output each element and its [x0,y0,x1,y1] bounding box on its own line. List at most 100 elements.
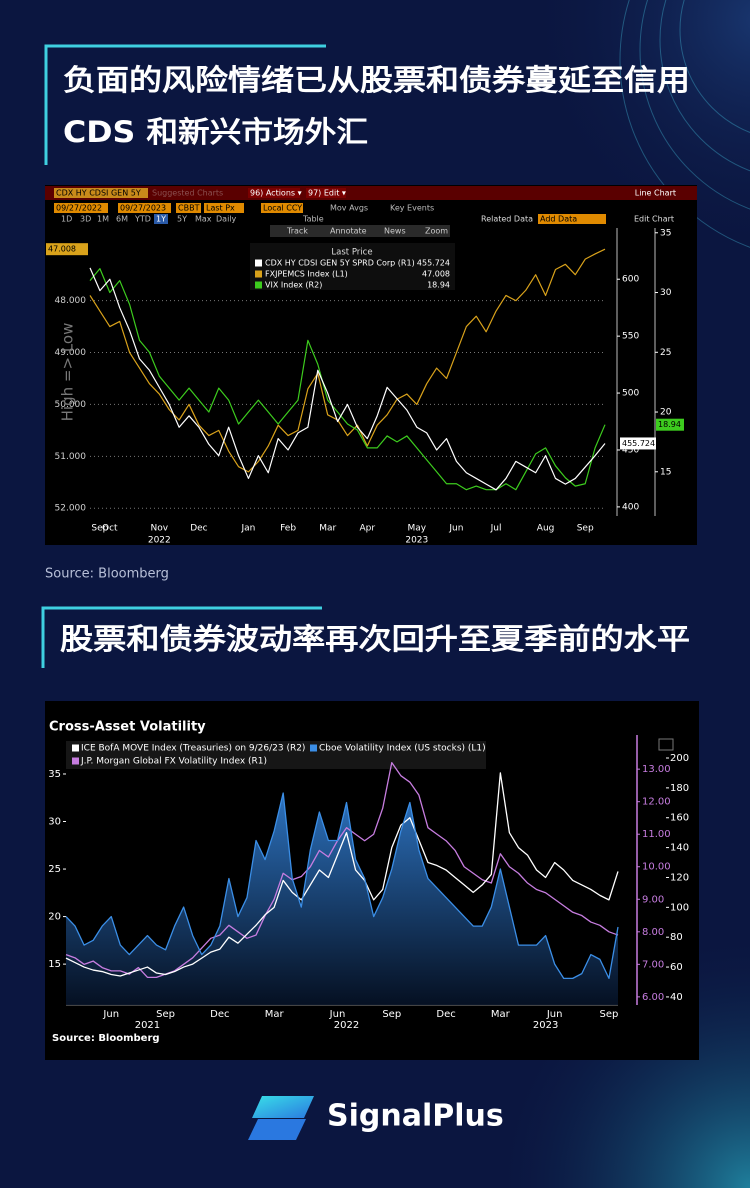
toolbar-item: Zoom [425,227,448,236]
y-tick-label: 500 [622,389,639,399]
x-year-label: 2021 [135,1020,160,1031]
legend-label: VIX Index (R2) [265,281,322,290]
value-tag: 455.724 [622,439,655,448]
legend-value: 18.94 [427,281,450,290]
toolbar-button-bg [154,214,168,224]
x-tick-label: Jun [448,524,463,534]
x-tick-label: Sep [600,1009,619,1020]
x-tick-label: Apr [360,524,376,534]
y-tick-label: 51.000 [55,452,87,462]
line [65,772,619,977]
toolbar-item: CBBT [178,204,200,213]
legend-box [66,741,486,769]
legend-swatch [255,259,262,267]
legend-title: Last Price [331,248,372,258]
y-tick-label: 15 [660,467,671,477]
y-tick-label: 180 [670,783,689,794]
icon [658,738,674,751]
x-year-label: 2022 [334,1020,359,1031]
x-year-label: 2023 [405,536,428,546]
toolbar-item: Line Chart [635,189,676,198]
toolbar-item: Related Data [481,215,533,224]
line [65,792,619,980]
legend-swatch [255,270,262,278]
toolbar-item: 3D [80,215,91,224]
source: Source: Bloomberg [45,567,169,582]
legend-swatch [72,757,79,765]
legend-swatch [72,744,79,752]
x-tick-label: Jun [102,1009,119,1020]
y-tick-label: 20 [48,912,61,923]
value-tag: 47.008 [48,245,76,254]
y-tick-label: 8.00 [642,927,664,938]
x-tick-label: Sep [382,1009,401,1020]
toolbar-button-bg [248,188,300,198]
toolbar-button-bg [118,203,171,213]
toolbar-item: Daily [216,215,237,224]
y-tick-label: 160 [670,813,689,824]
heading-bracket [44,44,326,165]
line [89,268,606,491]
y-tick-label: 30 [48,817,61,828]
y-tick-label: 9.00 [642,894,664,905]
legend-label: FXJPEMCS Index (L1) [265,270,348,279]
x-year-label: 2023 [533,1020,558,1031]
y-tick-label: 48.000 [55,296,87,306]
toolbar-bar [270,225,450,237]
x-year-label: 2022 [148,536,171,546]
y-tick-label: 60 [670,962,683,973]
toolbar-item: News [384,227,406,236]
toolbar-item: 97) Edit ▾ [308,189,346,198]
y-tick-label: 12.00 [642,797,671,808]
x-tick-label: Mar [491,1009,511,1020]
toolbar-item: Mov Avgs [330,204,368,213]
toolbar-button-bg [261,203,303,213]
toolbar-button-bg [54,203,108,213]
y-tick-label: 20 [660,408,672,418]
y-tick-label: 35 [660,228,671,238]
x-tick-label: Dec [190,524,207,534]
x-tick-label: Sep [577,524,594,534]
logo-icon [248,1096,314,1140]
heading-bracket [41,606,322,668]
y-tick-label: 35 [48,769,61,780]
y-tick-label: 450 [622,445,639,455]
toolbar-item: 09/27/2022 [56,204,102,213]
y-tick-label: 25 [660,348,671,358]
y-tick-label: 52.000 [55,504,87,514]
y-tick-label: 15 [48,959,61,970]
y-tick-label: 49.000 [55,348,87,358]
x-tick-label: Feb [280,524,296,534]
x-tick-label: Dec [210,1009,229,1020]
toolbar-item: Local CCY [263,204,302,213]
toolbar-item: Table [302,215,324,224]
y-tick-label: 100 [670,902,689,913]
brand: SignalPlus [327,1099,504,1134]
y-tick-label: 550 [622,332,639,342]
area [66,792,618,1005]
x-tick-label: Mar [319,524,336,534]
toolbar-item: 1D [61,215,72,224]
legend-value: 47.008 [422,270,450,279]
decor-arcs [619,0,750,248]
legend-label: J.P. Morgan Global FX Volatility Index (… [80,757,267,767]
legend-swatch [255,281,262,289]
y-tick-label: 25 [48,864,61,875]
value-tag-bg [46,243,88,256]
y-tick-label: 40 [670,992,683,1003]
legend-value: 455.724 [417,259,450,268]
y-tick-label: 600 [622,275,639,285]
legend-label: Cboe Volatility Index (US stocks) (L1) [319,744,486,754]
y-axis-label: High => Low [59,323,77,422]
x-tick-label: Sep [91,524,108,534]
y-tick-label: 140 [670,843,689,854]
line [65,762,619,978]
y-tick-label: 200 [670,753,689,764]
toolbar-button-bg [306,188,346,198]
x-tick-label: Sep [156,1009,175,1020]
toolbar-item: 1M [97,215,109,224]
toolbar-item: CDX HY CDSI GEN 5Y [56,189,141,198]
toolbar-item: Max [195,215,212,224]
